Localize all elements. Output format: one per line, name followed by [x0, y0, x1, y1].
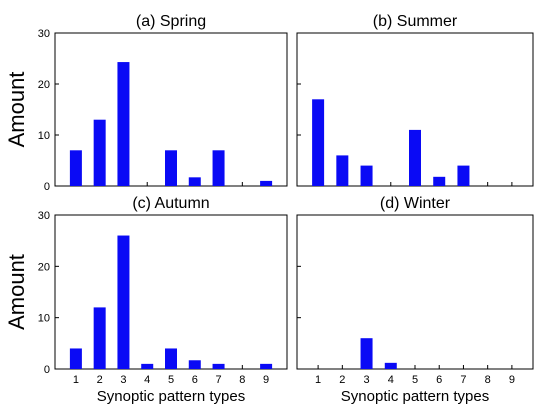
- x-tick-label: 2: [97, 374, 103, 386]
- y-tick-label: 30: [38, 28, 50, 40]
- y-tick-label: 30: [38, 210, 50, 222]
- x-tick-label: 4: [144, 374, 150, 386]
- bar-winter-type-4: [384, 362, 397, 369]
- bar-summer-type-5: [409, 129, 421, 186]
- panel-title: (c) Autumn: [132, 195, 209, 212]
- bar-spring-type-6: [188, 177, 201, 186]
- bar-winter-type-3: [360, 338, 373, 369]
- bar-autumn-type-4: [141, 363, 154, 369]
- bar-summer-type-6: [433, 176, 446, 186]
- bar-autumn-type-7: [212, 363, 225, 369]
- x-tick-label: 5: [168, 374, 174, 386]
- bar-spring-type-1: [69, 150, 82, 186]
- chart-panel-summer: (b) Summer: [296, 13, 534, 187]
- bar-autumn-type-1: [69, 348, 82, 369]
- bar-spring-type-5: [165, 150, 177, 186]
- bar-spring-type-3: [117, 62, 130, 186]
- bar-spring-type-7: [212, 150, 225, 186]
- x-tick-label: 2: [339, 374, 345, 386]
- chart-panel-winter: 1 2 3 4 5 6 7 8 9 (d) Winter Synoptic pattern type…: [296, 195, 534, 405]
- panel-title: (a) Spring: [136, 13, 206, 30]
- bar-summer-type-3: [360, 165, 373, 186]
- y-tick-label: 0: [44, 364, 50, 376]
- bar-summer-type-2: [336, 155, 349, 186]
- x-tick-label: 1: [73, 374, 79, 386]
- chart-panel-spring: 0 10 20 30 (a) Spring Amount: [4, 13, 288, 193]
- x-tick-label: 9: [509, 374, 515, 386]
- x-tick-label: 1: [315, 374, 321, 386]
- bar-spring-type-2: [93, 119, 106, 186]
- x-axis-label: Synoptic pattern types: [97, 388, 245, 405]
- bar-autumn-type-9: [260, 363, 273, 369]
- y-axis-label: Amount: [4, 72, 29, 148]
- x-tick-label: 8: [239, 374, 245, 386]
- y-tick-label: 20: [38, 79, 50, 91]
- bar-summer-type-7: [457, 165, 470, 186]
- chart-panel-autumn: 1 2 3 4 5 6 7 8 9 0 10 20 30 (c) Autumn Amount Synoptic…: [4, 195, 288, 405]
- y-tick-label: 10: [38, 130, 50, 142]
- x-tick-label: 7: [215, 374, 221, 386]
- y-tick-label: 10: [38, 313, 50, 325]
- panel-title: (d) Winter: [380, 195, 451, 212]
- y-tick-label: 20: [38, 261, 50, 273]
- x-axis-label: Synoptic pattern types: [341, 388, 489, 405]
- bar-autumn-type-6: [188, 360, 201, 369]
- x-tick-label: 6: [436, 374, 442, 386]
- x-tick-label: 7: [460, 374, 466, 386]
- x-tick-label: 6: [192, 374, 198, 386]
- plot-frame: [296, 214, 534, 370]
- bar-spring-type-9: [260, 180, 273, 186]
- bar-summer-type-1: [312, 99, 325, 186]
- x-tick-label: 8: [485, 374, 491, 386]
- plot-frame: [54, 214, 288, 370]
- x-tick-label: 3: [363, 374, 369, 386]
- bar-autumn-type-5: [165, 348, 177, 369]
- y-axis-label: Amount: [4, 254, 29, 330]
- bar-autumn-type-2: [93, 307, 106, 369]
- y-tick-label: 0: [44, 181, 50, 193]
- panel-title: (b) Summer: [373, 13, 458, 30]
- x-tick-label: 9: [263, 374, 269, 386]
- x-tick-label: 5: [412, 374, 418, 386]
- x-tick-label: 4: [388, 374, 394, 386]
- bar-autumn-type-3: [117, 235, 130, 369]
- x-tick-label: 3: [120, 374, 126, 386]
